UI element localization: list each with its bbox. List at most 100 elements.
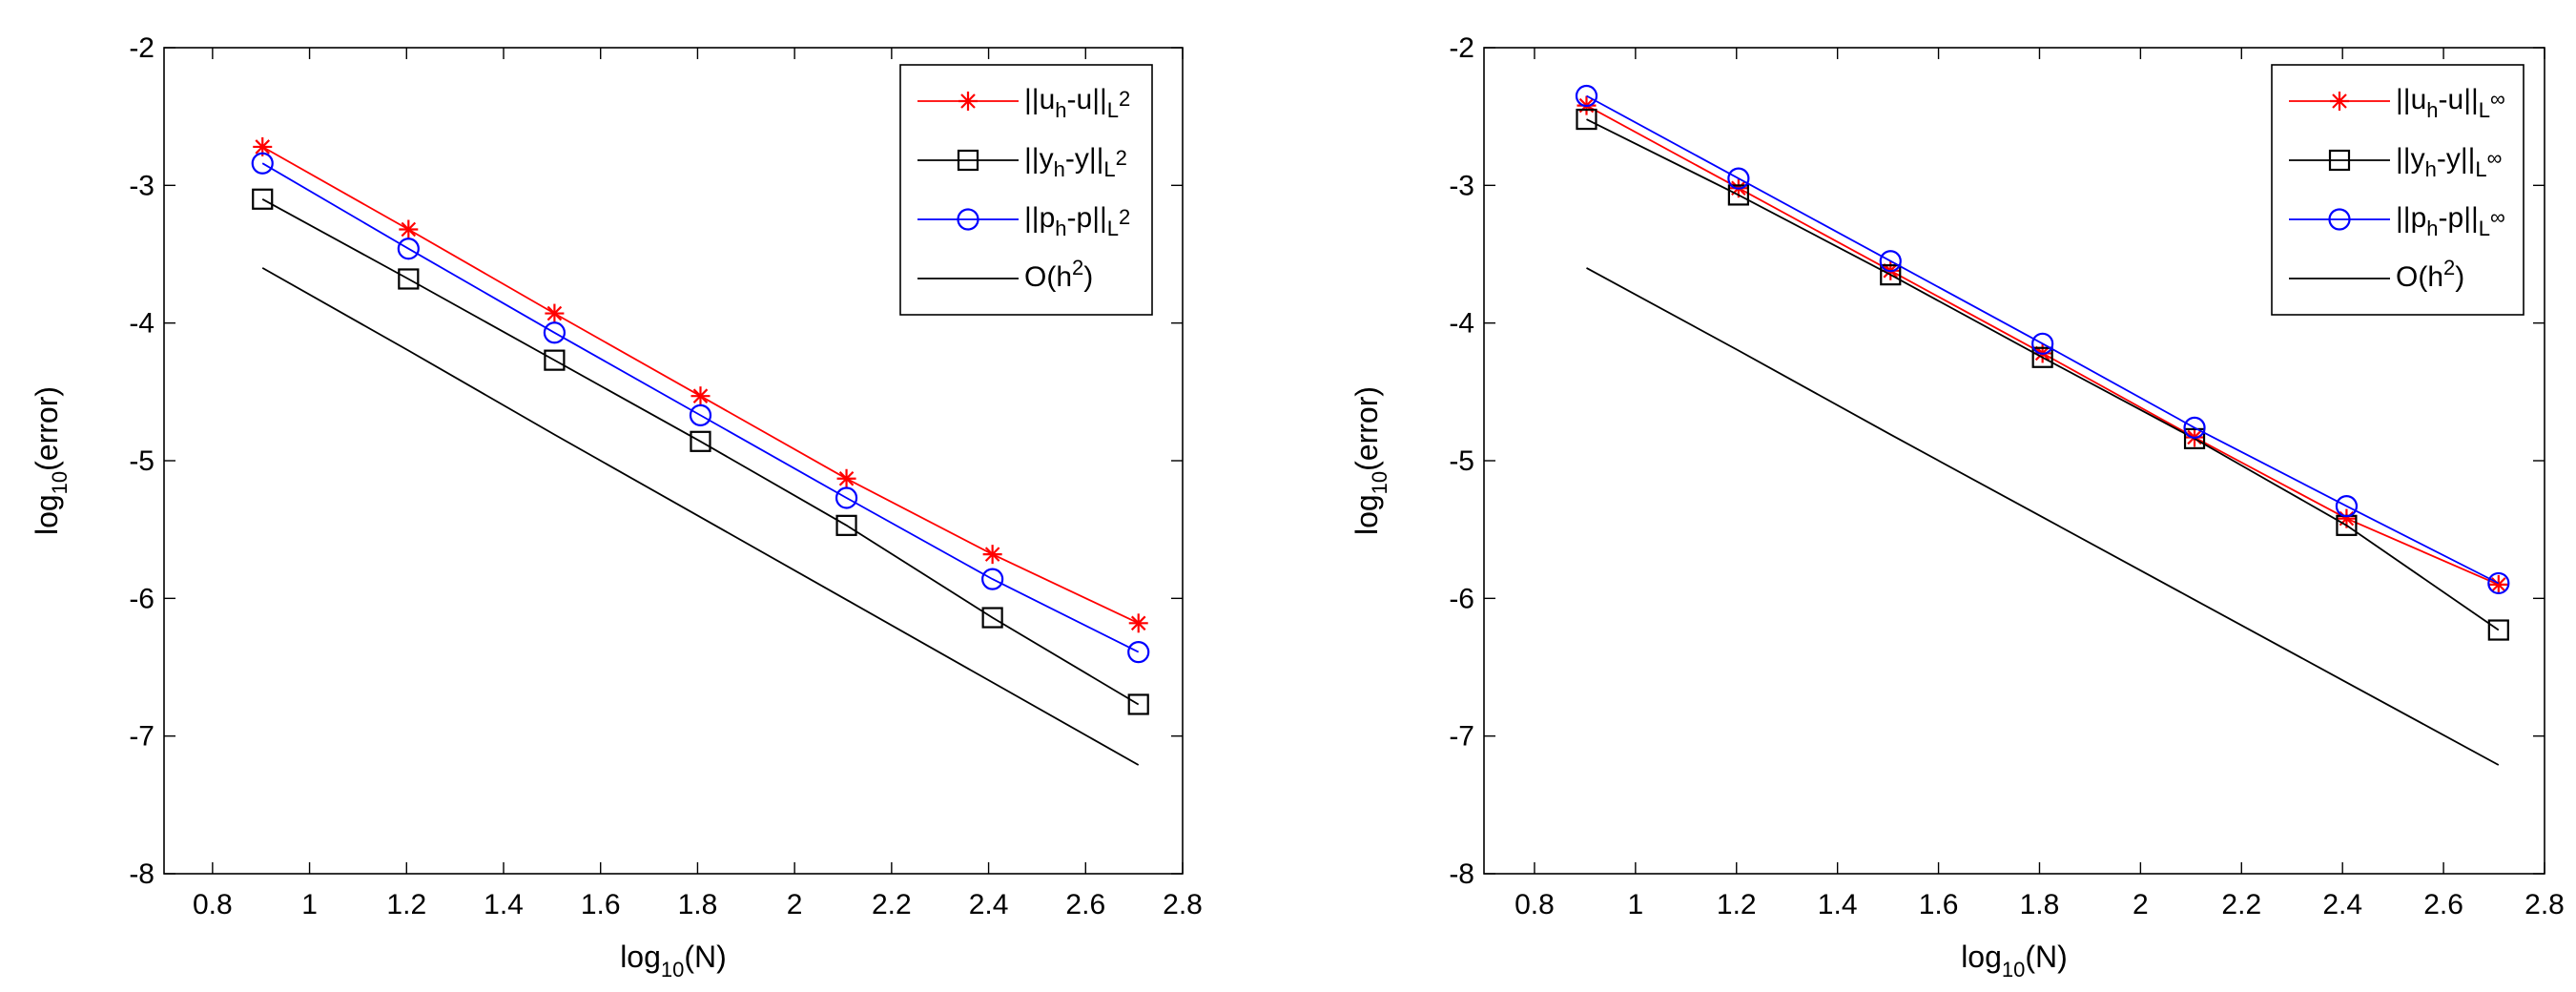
marker-stroke <box>2332 93 2347 109</box>
legend-label: O(h2) <box>2396 256 2464 293</box>
legend-entry: O(h2) <box>2289 256 2464 293</box>
legend-label-sup: ∞ <box>2490 87 2505 111</box>
y-tick-label: -8 <box>129 858 155 890</box>
marker-square <box>2328 149 2351 172</box>
marker-square <box>1880 264 1902 286</box>
marker-circle <box>835 486 858 509</box>
x-tick-label: 1.4 <box>1818 889 1858 920</box>
legend-label-part: -p|| <box>1067 202 1107 234</box>
legend-label: ||yh-y||L2 <box>1024 143 1127 181</box>
x-tick-label: 2.2 <box>2221 889 2261 920</box>
series-line <box>261 198 1140 706</box>
legend-label-part: ||y <box>2396 143 2425 175</box>
x-axis-label: log10(N) <box>620 940 727 982</box>
y-tick-label: -7 <box>1449 721 1474 753</box>
marker-square <box>1727 184 1749 206</box>
legend-label-sub: L <box>2479 98 2490 122</box>
legend-label-part: -y|| <box>1065 143 1104 175</box>
x-tick-label: 2.8 <box>2524 889 2565 920</box>
legend-label: ||ph-p||L∞ <box>2396 202 2505 240</box>
y-tick-label: -2 <box>129 32 155 64</box>
x-tick-label: 1.6 <box>1919 889 1959 920</box>
legend: ||uh-u||L2 ||yh-y||L2 ||ph-p||L2 O(h2) <box>899 64 1153 316</box>
legend-label-sub: h <box>2425 157 2437 181</box>
marker-circle <box>2335 495 2359 518</box>
marker-square <box>1127 693 1149 715</box>
legend-label-part: O(h <box>2396 261 2443 293</box>
series-4 <box>1586 267 2500 766</box>
x-axis-label-sub: 10 <box>661 958 684 982</box>
x-tick-label: 0.8 <box>1515 889 1555 920</box>
x-tick-label: 2.6 <box>2423 889 2463 920</box>
marker-circle <box>2487 571 2510 595</box>
marker-asterisk <box>982 545 1002 565</box>
legend: ||uh-u||L∞||yh-y||L∞||ph-p||L∞O(h2) <box>2271 64 2524 316</box>
legend-label: ||uh-u||L2 <box>1024 84 1130 122</box>
legend-entry: ||yh-y||L∞ <box>2289 143 2502 181</box>
y-axis-label: log10(error) <box>1350 386 1391 535</box>
marker-circle <box>2183 416 2206 439</box>
legend-label-part: O(h <box>1024 261 1072 293</box>
legend-label-sup: ∞ <box>2487 146 2503 170</box>
marker-stroke <box>546 305 563 321</box>
legend-label-part: ||p <box>2396 202 2426 234</box>
marker-circle <box>1879 250 1902 273</box>
legend-label-part: -u|| <box>1067 84 1107 115</box>
marker-circle <box>981 568 1004 590</box>
x-tick-label: 0.8 <box>193 889 233 920</box>
x-axis-label-rest: (N) <box>2025 940 2067 974</box>
legend-label-part: ||p <box>1024 202 1055 234</box>
y-tick-label: -3 <box>129 170 155 201</box>
x-tick-label: 1 <box>1628 889 1644 920</box>
legend-label: O(h2) <box>1024 256 1093 293</box>
legend-box <box>899 64 1153 316</box>
marker-square <box>2031 346 2053 368</box>
y-axis-label-base: log <box>1350 494 1384 535</box>
marker-circle <box>2328 208 2351 231</box>
legend-label-sub: L <box>2479 217 2490 240</box>
legend-label-sup: 2 <box>1072 256 1083 279</box>
legend-label-part: ||u <box>2396 84 2426 115</box>
marker-stroke <box>401 221 417 238</box>
legend-label-sup: 2 <box>1119 87 1130 111</box>
y-tick-label: -5 <box>1449 445 1474 477</box>
series-line <box>1586 94 2500 585</box>
legend-entry: ||ph-p||L2 <box>917 202 1130 240</box>
legend-label: ||ph-p||L2 <box>1024 202 1130 240</box>
x-tick-label: 1.2 <box>1717 889 1757 920</box>
marker-stroke <box>984 547 1000 562</box>
marker-circle <box>2031 332 2054 355</box>
y-tick-label: -6 <box>1449 583 1474 614</box>
y-tick-label: -3 <box>1449 170 1474 201</box>
y-axis-label-sub: 10 <box>1368 471 1391 494</box>
marker-square <box>398 268 420 290</box>
legend-label-sub: h <box>2426 98 2438 122</box>
marker-square <box>957 149 979 172</box>
legend-label-part: -p|| <box>2439 202 2479 234</box>
x-axis-label-rest: (N) <box>684 940 726 974</box>
marker-square <box>2487 619 2509 641</box>
marker-stroke <box>838 470 855 486</box>
y-axis-label: log10(error) <box>30 386 72 535</box>
legend-entry: ||uh-u||L∞ <box>2289 84 2505 122</box>
legend-label-part: ||u <box>1024 84 1055 115</box>
marker-square <box>1576 108 1597 131</box>
marker-circle <box>1575 84 1598 108</box>
x-tick-label: 1.2 <box>386 889 426 920</box>
legend-label-sub: L <box>1103 157 1115 181</box>
marker-circle <box>1727 167 1750 190</box>
y-tick-label: -4 <box>129 308 155 340</box>
x-axis-label-sub: 10 <box>2002 958 2025 982</box>
legend-label-part: ||y <box>1024 143 1054 175</box>
marker-stroke <box>2491 577 2506 592</box>
marker-asterisk <box>836 468 856 488</box>
y-tick-label: -8 <box>1449 858 1474 890</box>
series-3 <box>251 152 1150 664</box>
y-tick-label: -6 <box>129 583 155 614</box>
marker-asterisk <box>545 303 565 323</box>
legend-label-sup: 2 <box>2443 256 2455 279</box>
chart-1: 0.8 1 1.2 1.4 1.6 1.8 2 2.2 2.4 2.6 2.8 -2 -3 -4 -5 -6 -… <box>30 32 1203 982</box>
legend-box <box>2271 64 2524 316</box>
x-tick-label: 1 <box>301 889 318 920</box>
